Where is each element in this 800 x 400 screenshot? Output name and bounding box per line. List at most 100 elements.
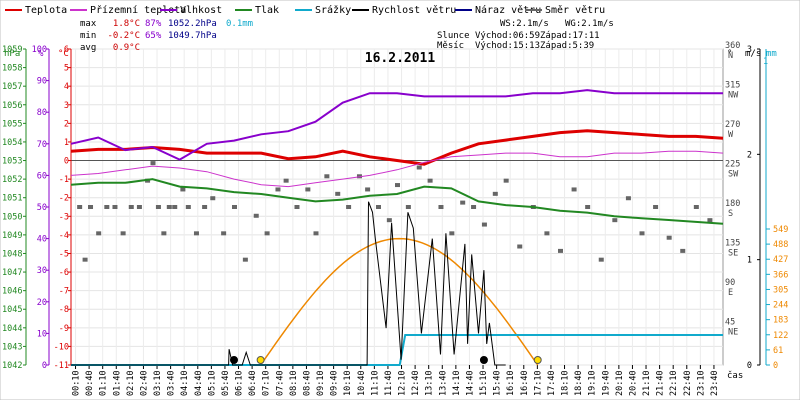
pressure-tick: 1049 bbox=[2, 231, 22, 241]
sun-marker bbox=[533, 356, 542, 364]
temp-tick: -7 bbox=[59, 287, 69, 297]
wind-direction-point bbox=[427, 178, 433, 183]
series-line-Přízemní teplota bbox=[70, 150, 724, 188]
legend-label: Přízemní teplota bbox=[90, 4, 186, 16]
moon-marker bbox=[230, 356, 238, 364]
percent-tick: 10 bbox=[37, 329, 47, 339]
pressure-tick: 1044 bbox=[2, 324, 22, 334]
temp-tick: 1 bbox=[64, 138, 69, 148]
direction-label: NW bbox=[728, 91, 739, 101]
series-lines bbox=[70, 89, 724, 366]
x-tick-label: 19:10 bbox=[588, 370, 598, 396]
stat-pressure: 1052.2hPa bbox=[168, 19, 217, 29]
x-tick-label: 07:10 bbox=[262, 370, 272, 396]
x-tick-label: 01:10 bbox=[99, 370, 109, 396]
percent-tick: 50 bbox=[37, 203, 47, 213]
temp-tick: 0 bbox=[64, 157, 69, 167]
percent-tick: 0 bbox=[42, 361, 47, 371]
x-tick-label: 13:40 bbox=[438, 370, 448, 396]
x-tick-label: 06:40 bbox=[248, 370, 258, 396]
x-tick-label: 10:40 bbox=[357, 370, 367, 396]
x-tick-label: 15:40 bbox=[493, 370, 503, 396]
left-axes: hPa% °C1059105810571056105510541053105210… bbox=[2, 45, 72, 371]
rain-axis-title: mm bbox=[766, 49, 777, 59]
x-tick-label: 11:40 bbox=[384, 370, 394, 396]
pressure-tick: 1056 bbox=[2, 101, 22, 111]
direction-label: S bbox=[728, 209, 733, 219]
wind-ws: WS:2.1m/s bbox=[500, 19, 549, 29]
wind-direction-point bbox=[471, 205, 477, 209]
rain-top-tick: 1 bbox=[763, 57, 768, 67]
x-tick-label: 13:10 bbox=[425, 370, 435, 396]
stat-label: min bbox=[80, 31, 96, 41]
x-tick-label: 23:10 bbox=[696, 370, 706, 396]
rain-tick: 549 bbox=[773, 225, 788, 235]
wind-direction-point bbox=[492, 191, 498, 196]
sun-curve bbox=[259, 237, 539, 366]
wind-direction-point bbox=[481, 222, 487, 227]
wind-direction-point bbox=[517, 244, 523, 249]
x-tick-label: 03:40 bbox=[167, 370, 177, 396]
wind-direction-point bbox=[460, 200, 466, 205]
direction-label: E bbox=[728, 288, 733, 298]
rain-tick: 183 bbox=[773, 316, 788, 326]
wind-direction-point bbox=[185, 205, 191, 209]
temp-tick: -6 bbox=[59, 268, 69, 278]
x-tick-label: 14:10 bbox=[452, 370, 462, 396]
sun-marker bbox=[256, 356, 265, 364]
direction-tick: 180 bbox=[725, 199, 740, 209]
sun-elevation-curve bbox=[259, 237, 539, 366]
x-tick-label: 12:10 bbox=[398, 370, 408, 396]
temp-tick: -9 bbox=[59, 324, 69, 334]
direction-tick: 225 bbox=[725, 160, 740, 170]
wind-direction-point bbox=[438, 205, 444, 209]
legend-label: Teplota bbox=[25, 5, 67, 16]
x-tick-label: 05:40 bbox=[221, 370, 231, 396]
time-axis-title: čas bbox=[727, 370, 743, 381]
stat-temp: -0.2°C bbox=[107, 31, 140, 41]
pressure-tick: 1047 bbox=[2, 268, 22, 278]
direction-axis-title: ° bbox=[727, 49, 732, 59]
stat-temp: 0.9°C bbox=[113, 43, 140, 53]
pressure-tick: 1045 bbox=[2, 305, 22, 315]
x-tick-label: 15:10 bbox=[479, 370, 489, 396]
x-tick-label: 09:40 bbox=[330, 370, 340, 396]
pressure-tick: 1054 bbox=[2, 138, 22, 148]
wind-direction-point bbox=[305, 187, 311, 192]
pressure-tick: 1043 bbox=[2, 342, 22, 352]
percent-tick: 70 bbox=[37, 140, 47, 150]
rain-tick: 0 bbox=[773, 361, 778, 371]
legend-label: Srážky bbox=[315, 4, 351, 16]
legend-label: Náraz větru bbox=[475, 4, 541, 16]
wind-direction-point bbox=[150, 161, 156, 166]
wind-direction-point bbox=[172, 205, 178, 209]
wind-direction-point bbox=[180, 187, 186, 192]
wind-direction-point bbox=[503, 178, 509, 183]
chart-title: 16.2.2011 bbox=[365, 51, 436, 66]
direction-label: W bbox=[728, 130, 734, 140]
x-tick-label: 19:40 bbox=[601, 370, 611, 396]
stat-rain: 0.1mm bbox=[226, 19, 253, 29]
x-tick-label: 22:10 bbox=[669, 370, 679, 396]
x-tick-label: 12:40 bbox=[411, 370, 421, 396]
speed-tick: 1 bbox=[747, 256, 752, 266]
wind-direction-point bbox=[324, 174, 330, 179]
moon-marker bbox=[479, 356, 488, 364]
x-tick-label: 00:40 bbox=[85, 370, 95, 396]
speed-tick: 0 bbox=[747, 361, 752, 371]
percent-axis-title: % bbox=[38, 49, 44, 59]
wind-direction-point bbox=[405, 205, 411, 209]
wind-direction-point bbox=[166, 205, 172, 209]
wind-direction-point bbox=[210, 196, 216, 201]
temp-tick: -2 bbox=[59, 194, 69, 204]
wind-direction-point bbox=[112, 205, 118, 209]
direction-label: N bbox=[728, 51, 733, 61]
x-tick-label: 01:40 bbox=[112, 370, 122, 396]
x-tick-label: 14:40 bbox=[465, 370, 475, 396]
legend-label: Vlhkost bbox=[180, 5, 222, 16]
legend-label: Směr větru bbox=[545, 4, 605, 16]
pressure-tick: 1042 bbox=[2, 361, 22, 371]
x-tick-label: 22:40 bbox=[683, 370, 693, 396]
pressure-tick: 1048 bbox=[2, 249, 22, 259]
x-tick-label: 08:10 bbox=[289, 370, 299, 396]
